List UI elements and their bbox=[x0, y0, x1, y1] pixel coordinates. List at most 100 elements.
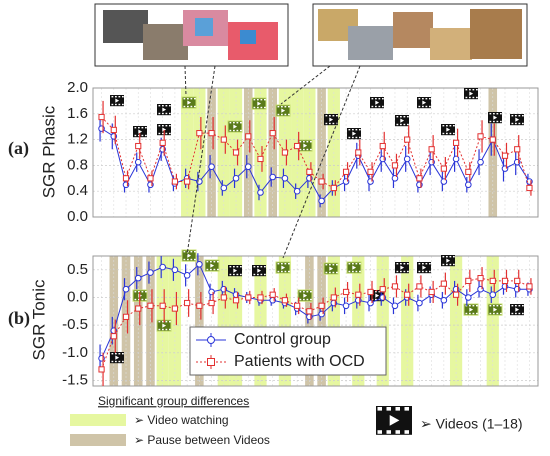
video-icon-hole bbox=[281, 113, 283, 116]
video-icon-hole bbox=[264, 99, 266, 101]
video-icon-hole bbox=[229, 129, 232, 132]
video-icon-hole bbox=[518, 115, 521, 117]
video-icon-hole bbox=[446, 132, 448, 135]
video-icon-hole bbox=[162, 132, 164, 135]
y-tick-label: 0.0 bbox=[67, 208, 88, 225]
video-icon-hole bbox=[355, 270, 358, 273]
video-icon-hole bbox=[236, 129, 239, 132]
data-point bbox=[342, 288, 350, 296]
video-icon-hole bbox=[515, 312, 517, 315]
data-point bbox=[428, 288, 435, 296]
video-icon-hole bbox=[465, 96, 468, 99]
video-icon-hole bbox=[425, 105, 428, 108]
video-icon-play bbox=[493, 115, 498, 120]
video-icon-hole bbox=[472, 96, 475, 99]
video-icon-hole bbox=[284, 106, 287, 108]
data-point bbox=[440, 165, 447, 172]
y-tick-label: 0.0 bbox=[67, 288, 88, 305]
data-point bbox=[98, 366, 105, 373]
video-icon-hole bbox=[310, 141, 312, 143]
legend-title: Significant group differences bbox=[98, 394, 249, 408]
data-point bbox=[257, 155, 264, 163]
video-icon-play bbox=[233, 268, 238, 273]
video-icon-play bbox=[446, 258, 451, 263]
data-point bbox=[416, 175, 423, 182]
data-point bbox=[220, 136, 227, 143]
video-icon-hole bbox=[332, 115, 335, 117]
video-icon-hole bbox=[190, 98, 193, 100]
data-point bbox=[416, 283, 423, 290]
video-icon-hole bbox=[236, 273, 239, 276]
data-point bbox=[122, 313, 130, 320]
data-point bbox=[440, 280, 447, 287]
video-icon-hole bbox=[233, 273, 235, 276]
video-icon-hole bbox=[511, 312, 514, 315]
data-point bbox=[196, 130, 203, 137]
data-point bbox=[330, 184, 337, 192]
video-icon-hole bbox=[403, 270, 406, 273]
video-icon-hole bbox=[169, 132, 171, 135]
data-point bbox=[355, 149, 362, 156]
data-point bbox=[318, 197, 325, 205]
video-icon-hole bbox=[122, 360, 124, 363]
video-icon-hole bbox=[500, 305, 502, 307]
data-point bbox=[465, 181, 472, 189]
video-icon-hole bbox=[145, 298, 147, 301]
video-icon-play bbox=[281, 265, 286, 270]
video-icon-hole bbox=[277, 113, 280, 116]
video-icon-hole bbox=[449, 125, 452, 127]
data-point bbox=[281, 149, 289, 156]
data-point bbox=[232, 149, 240, 156]
video-icon-hole bbox=[404, 407, 409, 411]
video-icon-hole bbox=[169, 105, 171, 107]
video-icon-hole bbox=[511, 115, 514, 117]
video-icon-hole bbox=[306, 141, 309, 143]
video-icon-hole bbox=[496, 113, 499, 115]
data-point bbox=[403, 155, 411, 163]
video-icon-hole bbox=[194, 105, 196, 108]
legend-label: ➢ Pause between Videos bbox=[134, 433, 270, 447]
video-icon-hole bbox=[336, 271, 338, 274]
video-icon-hole bbox=[138, 298, 140, 301]
data-point bbox=[183, 272, 191, 279]
video-icon-hole bbox=[183, 251, 186, 253]
video-icon-hole bbox=[299, 298, 302, 301]
video-icon-hole bbox=[277, 106, 280, 108]
video-icon-hole bbox=[511, 122, 514, 125]
video-icon-hole bbox=[493, 305, 495, 307]
video-icon-hole bbox=[377, 407, 382, 411]
data-point bbox=[306, 168, 313, 175]
video-icon-hole bbox=[348, 263, 351, 265]
video-icon-hole bbox=[217, 268, 219, 271]
video-icon-hole bbox=[348, 270, 351, 273]
video-icon-hole bbox=[138, 127, 140, 129]
data-point bbox=[514, 277, 521, 284]
video-icon-hole bbox=[493, 120, 495, 123]
video-icon-play bbox=[493, 307, 498, 312]
data-point bbox=[428, 146, 435, 153]
data-point bbox=[269, 130, 276, 137]
video-icon-hole bbox=[158, 125, 161, 127]
video-icon-hole bbox=[375, 105, 377, 108]
video-icon-hole bbox=[158, 105, 161, 107]
video-icon-hole bbox=[500, 113, 502, 115]
video-icon-hole bbox=[453, 263, 455, 266]
video-icon-hole bbox=[336, 264, 338, 266]
video-icon-hole bbox=[236, 266, 239, 268]
data-point bbox=[245, 133, 252, 140]
data-point bbox=[196, 260, 203, 268]
data-point bbox=[501, 152, 509, 159]
data-point bbox=[147, 302, 154, 309]
data-point bbox=[404, 291, 411, 298]
video-icon-hole bbox=[449, 263, 452, 266]
data-point bbox=[526, 283, 533, 290]
video-icon-hole bbox=[240, 266, 242, 268]
legend-label: ➢ Videos (1–18) bbox=[420, 416, 523, 432]
video-icon-hole bbox=[206, 261, 209, 263]
video-icon-hole bbox=[425, 270, 428, 273]
video-icon-hole bbox=[511, 305, 514, 307]
video-icon-hole bbox=[522, 305, 524, 307]
video-icon-hole bbox=[496, 312, 499, 315]
data-point bbox=[171, 305, 179, 312]
video-icon-hole bbox=[253, 266, 256, 268]
